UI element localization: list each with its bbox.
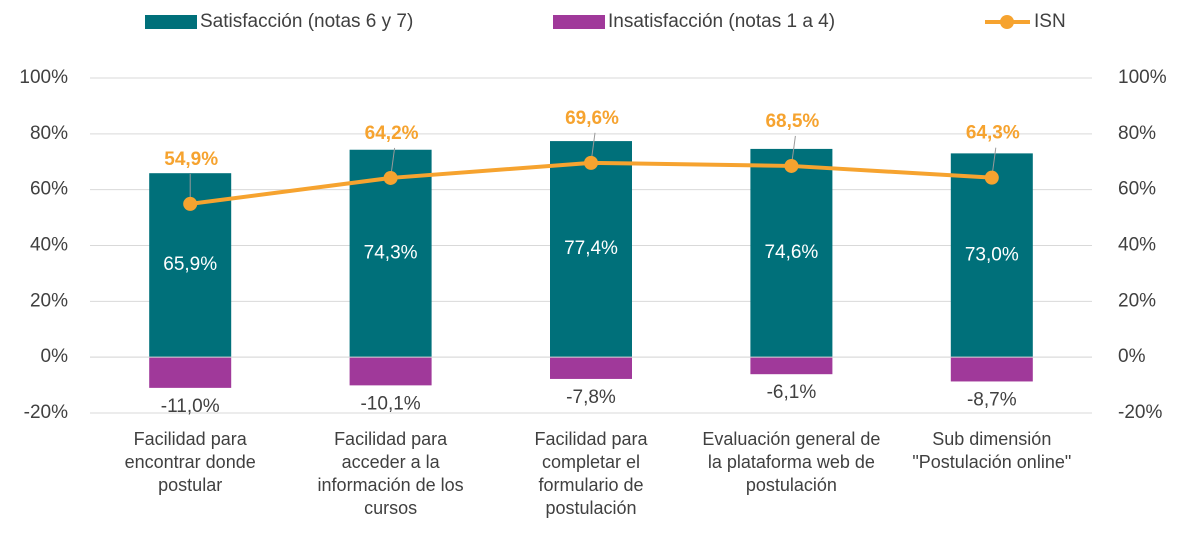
y-tick-label: 60% (30, 179, 68, 200)
bar (550, 357, 632, 379)
line-point (784, 158, 799, 173)
legend-label: Satisfacción (notas 6 y 7) (200, 11, 413, 32)
legend-swatch (145, 15, 197, 29)
x-tick-label: Evaluación general de la plataforma web … (702, 429, 881, 495)
legend-label: Insatisfacción (notas 1 a 4) (608, 11, 835, 32)
bar (750, 357, 833, 375)
bar-label: -10,1% (360, 393, 420, 414)
bar (950, 153, 1033, 358)
bar (149, 357, 232, 388)
bar-label: 73,0% (965, 244, 1019, 265)
y2-tick-label: 0% (1118, 346, 1146, 367)
x-tick-label: Sub dimensión "Postulación online" (912, 429, 1072, 472)
y2-tick-label: 80% (1118, 123, 1156, 144)
bar (950, 357, 1033, 382)
y-tick-label: 20% (30, 290, 68, 311)
bar-label: -7,8% (566, 387, 616, 408)
bar-label: 74,3% (364, 242, 418, 263)
bar-label: 74,6% (764, 242, 818, 263)
bar (550, 141, 632, 358)
legend-label: ISN (1034, 11, 1066, 32)
x-tick-label: Facilidad para encontrar donde postular (124, 429, 256, 495)
line-point (383, 170, 398, 185)
y-tick-label: 100% (19, 67, 68, 88)
bar (750, 148, 833, 358)
line-point (584, 155, 598, 170)
bar-label: 77,4% (564, 238, 618, 259)
line-point (984, 170, 999, 185)
y2-tick-label: 60% (1118, 179, 1156, 200)
bar-label: -11,0% (161, 396, 220, 417)
bar-label: 65,9% (163, 254, 217, 275)
legend-swatch (1000, 15, 1014, 29)
line-label: 64,3% (966, 123, 1020, 144)
bar-label: -8,7% (967, 389, 1017, 410)
x-tick-label: Facilidad para completar el formulario d… (534, 429, 648, 518)
bar (349, 357, 432, 386)
line-label: 69,6% (565, 108, 619, 129)
line-label: 64,2% (365, 123, 419, 144)
y-tick-label: 0% (41, 346, 69, 367)
line-label: 68,5% (765, 111, 819, 132)
y2-tick-label: 100% (1118, 67, 1167, 88)
line-label: 54,9% (164, 149, 218, 170)
y2-tick-label: 40% (1118, 235, 1156, 256)
y2-tick-label: 20% (1118, 290, 1156, 311)
bar-label: -6,1% (767, 382, 817, 403)
y2-tick-label: -20% (1118, 402, 1162, 423)
y-tick-label: 80% (30, 123, 68, 144)
x-tick-label: Facilidad para acceder a la información … (317, 429, 464, 518)
line-point (183, 196, 198, 211)
legend-swatch (553, 15, 605, 29)
y-tick-label: -20% (24, 402, 68, 423)
y-tick-label: 40% (30, 235, 68, 256)
